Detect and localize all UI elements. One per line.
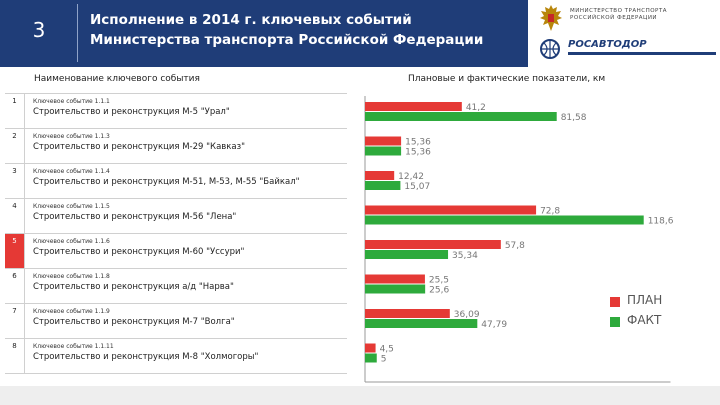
event-description: Строительство и реконструкция М-5 "Урал" [33,107,230,117]
legend-label-fact: ФАКТ [627,313,662,327]
footer-strip [0,386,720,405]
event-row-number: 6 [5,269,25,303]
event-row-number: 4 [5,199,25,233]
event-code: Ключевое событие 1.1.4 [33,168,110,175]
event-code: Ключевое событие 1.1.9 [33,308,110,315]
bar-label-plan-6: 25,5 [429,276,449,286]
event-description: Строительство и реконструкция М-51, М-53… [33,177,300,187]
header-divider [77,4,78,62]
event-row: 7 Ключевое событие 1.1.9 Строительство и р… [5,304,347,339]
logo-underline [568,52,716,55]
event-code: Ключевое событие 1.1.5 [33,203,110,210]
event-code: Ключевое событие 1.1.6 [33,238,110,245]
event-description: Строительство и реконструкция М-56 "Лена… [33,212,237,222]
event-row: 1 Ключевое событие 1.1.1 Строительство и р… [5,93,347,129]
event-description: Строительство и реконструкция а/д "Нарва… [33,282,234,292]
bar-label-fact-6: 25,6 [429,286,449,296]
bar-fact-4 [365,215,644,225]
legend-swatch-fact [610,317,620,327]
bar-fact-1 [365,112,557,121]
page-title: Исполнение в 2014 г. ключевых событий Ми… [90,12,484,48]
event-description: Строительство и реконструкция М-8 "Холмо… [33,352,259,362]
bar-plan-5 [365,240,501,249]
event-row-number: 1 [5,94,25,128]
event-description: Строительство и реконструкция М-7 "Волга… [33,317,235,327]
bar-fact-7 [365,319,478,328]
bar-plan-3 [365,171,395,180]
bar-fact-6 [365,284,426,294]
event-code: Ключевое событие 1.1.1 [33,98,110,105]
event-row: 6 Ключевое событие 1.1.8 Строительство и р… [5,269,347,304]
event-description: Строительство и реконструкция М-60 "Уссу… [33,247,245,257]
bar-plan-1 [365,102,462,111]
ministry-name: МИНИСТЕРСТВО ТРАНСПОРТА РОССИЙСКОЙ ФЕДЕР… [570,8,667,21]
bar-label-fact-3: 15,07 [404,182,430,192]
event-description: Строительство и реконструкция М-29 "Кавк… [33,142,246,152]
slide-number: 3 [32,18,46,42]
logo-panel: МИНИСТЕРСТВО ТРАНСПОРТА РОССИЙСКОЙ ФЕДЕР… [528,0,720,67]
bar-plan-8 [365,343,376,353]
event-row: 8 Ключевое событие 1.1.11 Строительство и … [5,339,347,374]
event-code: Ключевое событие 1.1.11 [33,343,114,350]
bar-label-plan-7: 36,09 [454,310,480,320]
bar-label-fact-4: 118,6 [648,217,674,227]
legend-swatch-plan [610,297,620,307]
events-list: 1 Ключевое событие 1.1.1 Строительство и р… [5,93,347,374]
event-row: 4 Ключевое событие 1.1.5 Строительство и р… [5,199,347,234]
bar-label-plan-8: 4,5 [380,345,394,355]
event-code: Ключевое событие 1.1.3 [33,133,110,140]
event-row-number: 7 [5,304,25,338]
events-caption: Наименование ключевого события [34,74,200,84]
rosavtodor-wordmark: РОСАВТОДОР [568,39,647,50]
chart-title: Плановые и фактические показатели, км [408,74,606,84]
event-row: 2 Ключевое событие 1.1.3 Строительство и р… [5,129,347,164]
rosavtodor-logo-icon [540,39,560,59]
bar-label-plan-2: 15,36 [405,138,431,148]
bar-plan-2 [365,136,402,146]
event-row: 3 Ключевое событие 1.1.4 Строительство и р… [5,164,347,199]
bar-label-fact-8: 5 [381,355,387,365]
event-row-number: 8 [5,339,25,373]
bar-fact-8 [365,353,377,363]
event-row: 5 Ключевое событие 1.1.6 Строительство и р… [5,234,347,269]
bar-plan-4 [365,205,537,215]
bar-fact-5 [365,250,449,259]
bar-fact-2 [365,146,402,156]
event-row-number: 5 [5,234,25,268]
bar-fact-3 [365,181,401,190]
event-row-number: 3 [5,164,25,198]
event-code: Ключевое событие 1.1.8 [33,273,110,280]
bar-label-fact-7: 47,79 [481,320,507,330]
bar-label-plan-1: 41,2 [466,103,486,113]
header-bar: 3 Исполнение в 2014 г. ключевых событий … [0,0,720,67]
bar-label-plan-5: 57,8 [505,241,525,251]
event-row-number: 2 [5,129,25,163]
bar-label-plan-4: 72,8 [540,207,560,217]
bar-label-fact-1: 81,58 [561,113,587,123]
bar-label-fact-5: 35,34 [452,251,478,261]
bar-label-plan-3: 12,42 [398,172,424,182]
bar-plan-7 [365,309,450,318]
legend-label-plan: ПЛАН [627,293,663,307]
bar-label-fact-2: 15,36 [405,148,431,158]
eagle-emblem-icon [540,5,562,31]
bar-plan-6 [365,274,425,284]
